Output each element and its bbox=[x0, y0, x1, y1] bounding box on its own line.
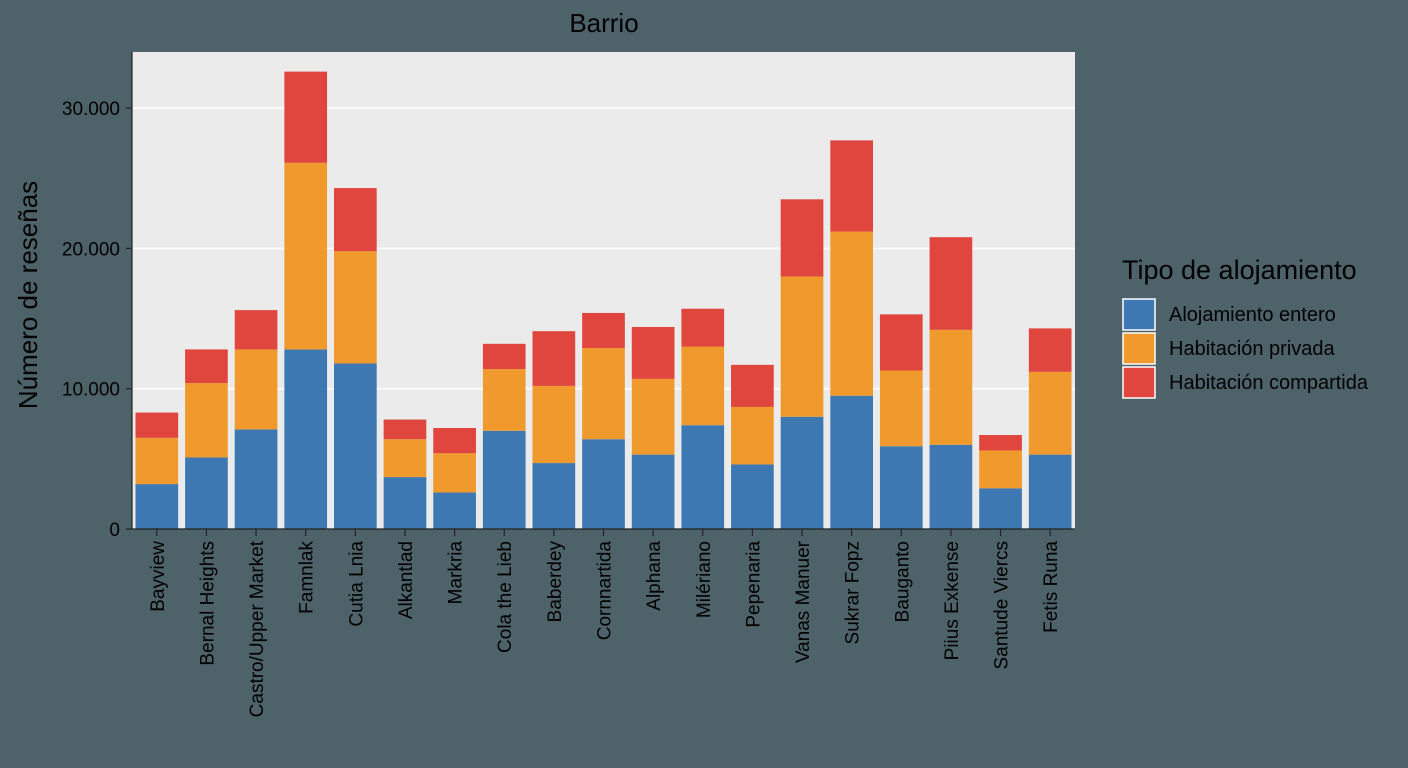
y-tick-label: 0 bbox=[109, 520, 120, 541]
bar-segment bbox=[334, 188, 377, 252]
x-tick-label: Vanas Manuer bbox=[793, 540, 814, 663]
legend-swatch bbox=[1122, 298, 1156, 331]
x-tick-label: Baberdey bbox=[545, 541, 566, 623]
x-tick-label: Markria bbox=[446, 541, 467, 605]
bar-segment bbox=[879, 314, 923, 371]
x-tick-label: Pepenaria bbox=[743, 541, 764, 628]
bar-segment bbox=[582, 348, 625, 440]
bar-segment bbox=[433, 427, 476, 454]
y-tick-label: 20.000 bbox=[62, 239, 120, 260]
bar-segment bbox=[532, 331, 576, 386]
y-axis-ticks: 0 10.000 20.000 30.000 bbox=[62, 99, 132, 541]
bar-segment bbox=[1028, 454, 1072, 529]
bar-segment bbox=[135, 437, 179, 485]
bar-segment bbox=[482, 430, 526, 529]
bar-segment bbox=[532, 385, 576, 464]
bar-segment bbox=[383, 477, 427, 529]
bars bbox=[135, 71, 1072, 529]
bar-segment bbox=[879, 370, 923, 447]
x-tick-label: Fetis Runa bbox=[1041, 541, 1062, 633]
legend: Tipo de alojamiento Alojamiento entero Ha… bbox=[1122, 255, 1369, 399]
bar-segment bbox=[929, 444, 973, 529]
bar-segment bbox=[234, 429, 278, 529]
legend-item-label: Habitación compartida bbox=[1169, 372, 1369, 394]
bar-segment bbox=[334, 363, 377, 529]
bar-segment bbox=[731, 464, 774, 529]
legend-title: Tipo de alojamiento bbox=[1122, 255, 1357, 285]
legend-item-label: Habitación privada bbox=[1169, 338, 1336, 360]
bar-segment bbox=[532, 463, 576, 529]
bar-segment bbox=[830, 395, 873, 529]
y-tick-label: 30.000 bbox=[62, 99, 120, 120]
bar-segment bbox=[780, 276, 824, 417]
bar-segment bbox=[383, 419, 427, 440]
bar-segment bbox=[582, 439, 625, 529]
x-tick-label: Piius Exkense bbox=[942, 541, 963, 660]
bar-segment bbox=[631, 454, 675, 529]
y-axis-label: Número de reseñas bbox=[13, 181, 43, 409]
bar-segment bbox=[929, 237, 973, 330]
bar-segment bbox=[383, 439, 427, 478]
bar-segment bbox=[631, 378, 675, 455]
chart-title: Barrio bbox=[569, 8, 638, 38]
bar-segment bbox=[681, 308, 725, 347]
x-tick-label: Alkantlad bbox=[396, 541, 417, 619]
bar-segment bbox=[1028, 328, 1072, 372]
x-tick-label: Castro/Upper Market bbox=[247, 540, 268, 717]
bar-segment bbox=[234, 349, 278, 430]
y-tick-label: 10.000 bbox=[62, 380, 120, 401]
bar-segment bbox=[979, 435, 1022, 451]
legend-swatch bbox=[1122, 366, 1156, 399]
bar-segment bbox=[631, 326, 675, 379]
bar-segment bbox=[681, 346, 725, 426]
x-tick-label: Sukrar Fopz bbox=[843, 541, 864, 644]
bar-segment bbox=[731, 364, 774, 407]
bar-segment bbox=[284, 71, 328, 163]
legend-item-label: Alojamiento entero bbox=[1169, 304, 1336, 326]
bar-segment bbox=[284, 162, 328, 350]
bar-segment bbox=[234, 310, 278, 350]
bar-segment bbox=[433, 453, 476, 493]
bar-segment bbox=[433, 492, 476, 529]
x-tick-label: Bayview bbox=[148, 541, 169, 612]
x-tick-label: Bauganto bbox=[892, 541, 913, 622]
x-tick-label: Santude Viercs bbox=[992, 541, 1013, 670]
bar-segment bbox=[780, 416, 824, 529]
bar-segment bbox=[135, 412, 179, 438]
bar-segment bbox=[284, 349, 328, 529]
x-tick-label: Milériano bbox=[694, 541, 715, 618]
x-tick-label: Famnlak bbox=[297, 541, 318, 614]
bar-segment bbox=[185, 349, 228, 384]
bar-segment bbox=[780, 199, 824, 277]
bar-segment bbox=[185, 457, 228, 529]
bar-segment bbox=[185, 383, 228, 458]
x-tick-label: Alphana bbox=[644, 541, 665, 611]
bar-segment bbox=[1028, 371, 1072, 455]
x-tick-label: Cola the Lieb bbox=[495, 541, 516, 653]
bar-segment bbox=[830, 231, 873, 396]
x-tick-label: Cutia Lnia bbox=[346, 541, 367, 627]
legend-swatch bbox=[1122, 332, 1156, 365]
x-tick-label: Cornnartida bbox=[595, 541, 616, 641]
bar-segment bbox=[731, 406, 774, 465]
bar-segment bbox=[482, 343, 526, 370]
x-axis-ticks: Bayview Bernal Heights Castro/Upper Market… bbox=[148, 529, 1062, 717]
bar-segment bbox=[135, 484, 179, 529]
bar-segment bbox=[979, 488, 1022, 529]
bar-segment bbox=[830, 140, 873, 232]
bar-segment bbox=[334, 251, 377, 364]
bar-segment bbox=[979, 450, 1022, 489]
bar-segment bbox=[681, 425, 725, 529]
bar-segment bbox=[879, 446, 923, 529]
bar-segment bbox=[929, 329, 973, 445]
bar-segment bbox=[582, 312, 625, 349]
bar-segment bbox=[482, 369, 526, 431]
x-tick-label: Bernal Heights bbox=[197, 541, 218, 666]
